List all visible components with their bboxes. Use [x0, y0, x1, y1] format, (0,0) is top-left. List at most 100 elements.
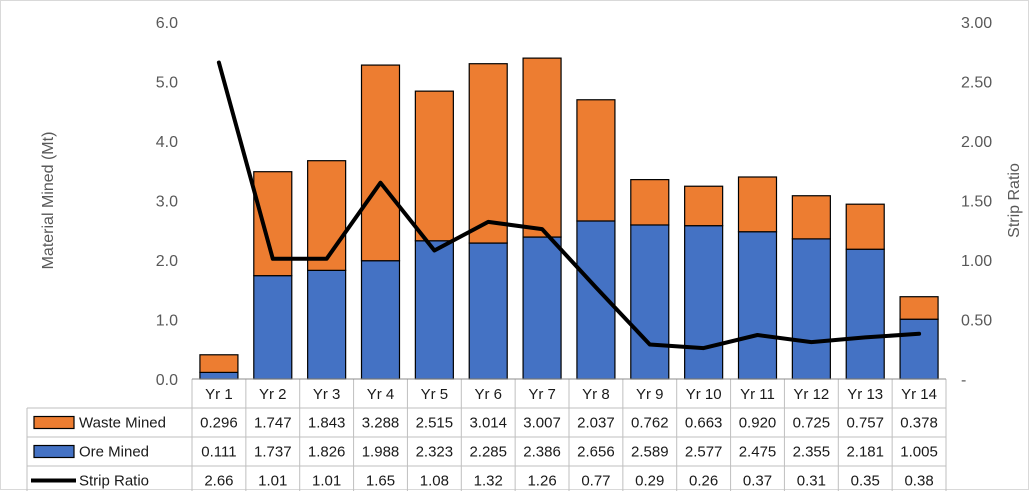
- data-table-value: 0.31: [797, 473, 826, 490]
- data-table-value: 3.288: [362, 415, 400, 432]
- waste-bar: [576, 99, 616, 222]
- waste-bar: [199, 354, 239, 373]
- data-table-value: 2.037: [577, 415, 615, 432]
- ore-bar: [630, 224, 670, 380]
- category-label: Yr 2: [259, 386, 287, 403]
- data-table-value: 0.663: [685, 415, 723, 432]
- ore-bar: [737, 231, 778, 380]
- legend-label: Strip Ratio: [79, 473, 149, 490]
- data-table-value: 2.589: [631, 444, 669, 461]
- y-axis-tick-label: 5.0: [156, 75, 178, 92]
- ore-bar: [253, 275, 293, 380]
- y-axis-tick-label: 4.0: [156, 134, 178, 151]
- data-table-value: 2.355: [793, 444, 831, 461]
- waste-bar: [845, 203, 885, 250]
- category-label: Yr 4: [367, 386, 395, 403]
- data-table-value: 1.01: [258, 473, 287, 490]
- data-table-value: 0.762: [631, 415, 669, 432]
- y2-axis-tick-label: 2.00: [961, 134, 992, 151]
- y2-axis-title: Strip Ratio: [1006, 163, 1023, 238]
- ore-bar: [684, 225, 724, 380]
- y-axis-title: Material Mined (Mt): [40, 132, 57, 270]
- y-axis-tick-label: 2.0: [156, 253, 178, 270]
- y2-axis-tick-label: 1.00: [961, 253, 992, 270]
- ore-bar: [307, 269, 347, 380]
- y2-axis-tick-label: 0.50: [961, 313, 992, 330]
- category-label: Yr 12: [793, 386, 829, 403]
- y2-axis-tick-label: 2.50: [961, 75, 992, 92]
- data-table-value: 2.656: [577, 444, 615, 461]
- data-table-value: 1.01: [312, 473, 341, 490]
- data-table-value: 2.577: [685, 444, 723, 461]
- category-label: Yr 5: [421, 386, 449, 403]
- data-table-value: 0.296: [200, 415, 238, 432]
- ore-bar: [791, 238, 831, 380]
- data-table-value: 2.475: [739, 444, 777, 461]
- category-label: Yr 9: [636, 386, 664, 403]
- legend-key-ore-mined: [33, 444, 75, 459]
- waste-bar: [468, 63, 508, 244]
- category-label: Yr 3: [313, 386, 341, 403]
- category-label: Yr 13: [847, 386, 883, 403]
- data-table-value: 0.38: [904, 473, 933, 490]
- data-table-value: 1.826: [308, 444, 346, 461]
- ore-bar: [522, 236, 562, 380]
- data-table-value: 1.08: [420, 473, 449, 490]
- category-label: Yr 14: [901, 386, 937, 403]
- ore-bar: [199, 371, 239, 380]
- waste-bar: [737, 176, 778, 233]
- y-axis-tick-label: 1.0: [156, 313, 178, 330]
- legend-label: Waste Mined: [79, 415, 166, 432]
- data-table-value: 3.014: [469, 415, 507, 432]
- waste-bar: [522, 57, 562, 238]
- waste-bar: [630, 179, 670, 226]
- y-axis-tick-label: 0.0: [156, 372, 178, 389]
- data-table-value: 0.920: [739, 415, 777, 432]
- data-table-value: 0.111: [201, 444, 236, 461]
- data-table-value: 0.37: [743, 473, 772, 490]
- data-table-value: 2.66: [204, 473, 233, 490]
- data-table-value: 1.65: [366, 473, 395, 490]
- waste-bar: [791, 195, 831, 240]
- data-table-value: 2.323: [416, 444, 454, 461]
- data-table-value: 1.843: [308, 415, 346, 432]
- waste-bar: [684, 185, 724, 227]
- data-table-value: 2.285: [469, 444, 507, 461]
- category-label: Yr 11: [740, 386, 775, 403]
- category-label: Yr 1: [205, 386, 233, 403]
- y-axis-tick-label: 3.0: [156, 194, 178, 211]
- ore-bar: [468, 242, 508, 380]
- data-table-value: 1.747: [254, 415, 292, 432]
- legend-key-waste-mined: [33, 415, 75, 430]
- ore-bar: [845, 248, 885, 380]
- category-label: Yr 10: [686, 386, 722, 403]
- data-table-value: 3.007: [523, 415, 561, 432]
- data-table-value: 0.725: [793, 415, 831, 432]
- category-label: Yr 7: [528, 386, 556, 403]
- category-label: Yr 8: [582, 386, 610, 403]
- data-table-value: 1.737: [254, 444, 292, 461]
- ore-bar: [360, 260, 401, 380]
- waste-bar: [360, 64, 401, 262]
- data-table-value: 0.35: [851, 473, 880, 490]
- ore-bar: [414, 240, 454, 380]
- waste-bar: [307, 160, 347, 271]
- data-table-value: 2.386: [523, 444, 561, 461]
- ore-bar: [899, 318, 939, 380]
- y2-axis-tick-label: 1.50: [961, 194, 992, 211]
- y-axis-tick-label: 6.0: [156, 15, 178, 32]
- data-table-value: 0.757: [846, 415, 884, 432]
- y2-axis-tick-label: -: [961, 372, 966, 389]
- strip-ratio-line: [216, 60, 922, 351]
- data-table-value: 0.77: [581, 473, 610, 490]
- y2-axis-tick-label: 3.00: [961, 15, 992, 32]
- data-table-value: 2.515: [416, 415, 454, 432]
- data-table-value: 2.181: [846, 444, 884, 461]
- data-table-value: 1.32: [474, 473, 503, 490]
- data-table-value: 0.378: [900, 415, 938, 432]
- legend-label: Ore Mined: [79, 444, 149, 461]
- data-table-value: 0.29: [635, 473, 664, 490]
- data-table-value: 0.26: [689, 473, 718, 490]
